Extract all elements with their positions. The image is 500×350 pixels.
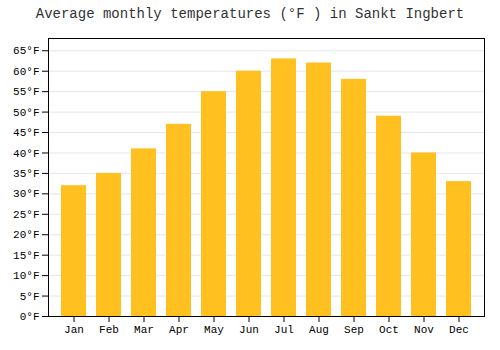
svg-text:Aug: Aug (309, 324, 329, 336)
svg-text:May: May (204, 324, 224, 336)
svg-text:Dec: Dec (449, 324, 469, 336)
svg-text:Jan: Jan (64, 324, 84, 336)
svg-text:20°F: 20°F (13, 229, 39, 241)
svg-text:50°F: 50°F (13, 107, 39, 119)
svg-text:30°F: 30°F (13, 188, 39, 200)
svg-text:Jul: Jul (274, 324, 294, 336)
svg-text:Mar: Mar (134, 324, 154, 336)
svg-text:45°F: 45°F (13, 127, 39, 139)
svg-text:25°F: 25°F (13, 209, 39, 221)
svg-text:Jun: Jun (239, 324, 259, 336)
svg-text:Apr: Apr (169, 324, 189, 336)
svg-text:Nov: Nov (414, 324, 434, 336)
svg-text:35°F: 35°F (13, 168, 39, 180)
svg-text:60°F: 60°F (13, 66, 39, 78)
svg-text:10°F: 10°F (13, 270, 39, 282)
svg-text:Sep: Sep (344, 324, 364, 336)
html-text:Average monthly temperatures (: Average monthly temperatures (°F ) in Sa… (35, 6, 465, 22)
svg-text:65°F: 65°F (13, 45, 39, 57)
svg-text:40°F: 40°F (13, 147, 39, 159)
svg-text:Oct: Oct (379, 324, 399, 336)
svg-text:15°F: 15°F (13, 250, 39, 262)
svg-text:Feb: Feb (99, 324, 119, 336)
svg-text:55°F: 55°F (13, 86, 39, 98)
svg-text:5°F: 5°F (20, 291, 40, 303)
svg-text:0°F: 0°F (20, 311, 40, 323)
